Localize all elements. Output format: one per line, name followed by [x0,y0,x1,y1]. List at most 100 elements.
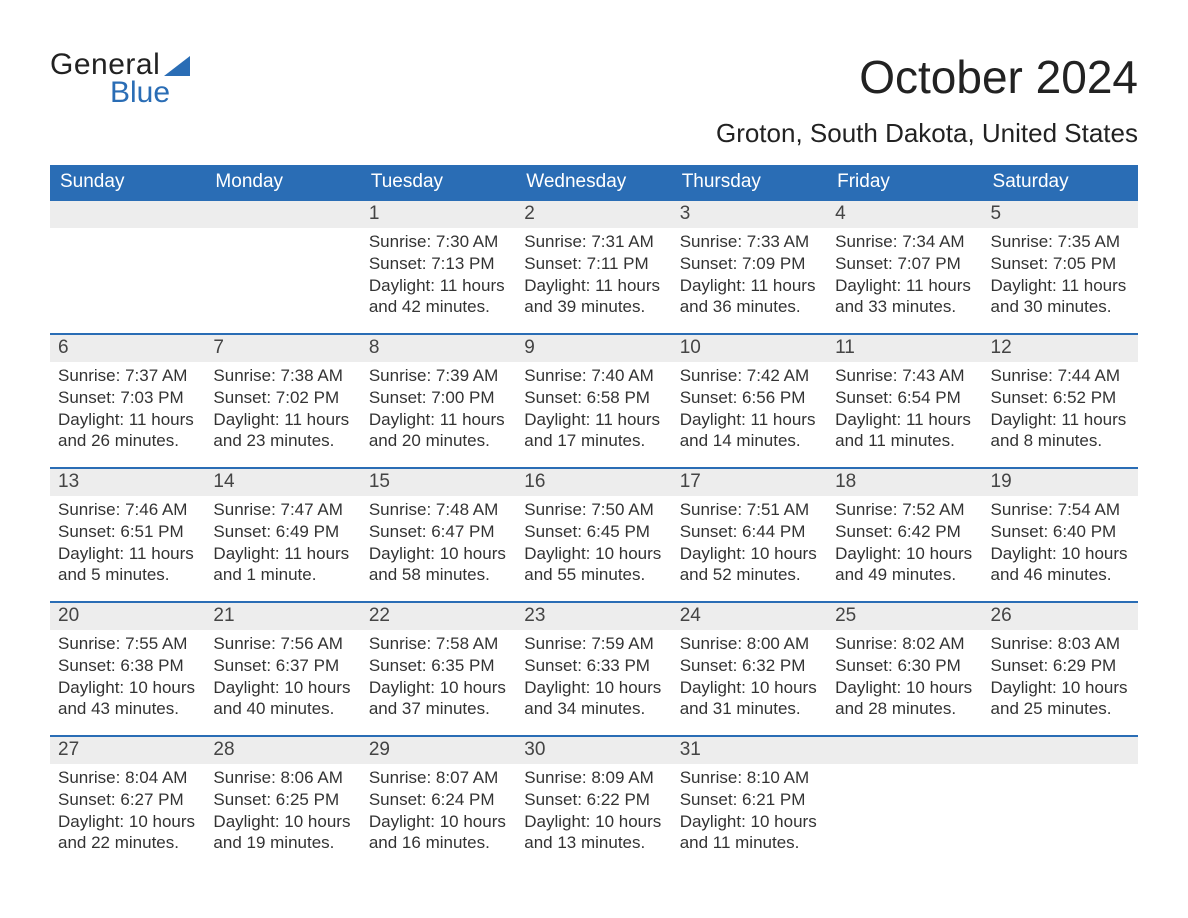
day-body: Sunrise: 7:40 AMSunset: 6:58 PMDaylight:… [516,362,671,456]
day-body: Sunrise: 7:52 AMSunset: 6:42 PMDaylight:… [827,496,982,590]
location-text: Groton, South Dakota, United States [716,118,1138,149]
day-number-bar: 20 [50,601,205,630]
sunset-line: Sunset: 6:21 PM [680,789,819,811]
day-number-bar: 7 [205,333,360,362]
sunset-line: Sunset: 6:33 PM [524,655,663,677]
day-number-bar: . [50,199,205,228]
sunset-line: Sunset: 7:00 PM [369,387,508,409]
sunset-line: Sunset: 6:58 PM [524,387,663,409]
sunrise-line: Sunrise: 7:34 AM [835,231,974,253]
day-body: Sunrise: 7:37 AMSunset: 7:03 PMDaylight:… [50,362,205,456]
daylight-line: Daylight: 11 hours and 33 minutes. [835,275,974,319]
calendar-day-cell: 16Sunrise: 7:50 AMSunset: 6:45 PMDayligh… [516,467,671,601]
sunset-line: Sunset: 6:44 PM [680,521,819,543]
day-body: Sunrise: 7:43 AMSunset: 6:54 PMDaylight:… [827,362,982,456]
weekday-header: Thursday [672,165,827,199]
brand-word2: Blue [110,78,170,108]
calendar-day-cell: 29Sunrise: 8:07 AMSunset: 6:24 PMDayligh… [361,735,516,869]
calendar-week-row: 20Sunrise: 7:55 AMSunset: 6:38 PMDayligh… [50,601,1138,735]
sunrise-line: Sunrise: 8:04 AM [58,767,197,789]
sunset-line: Sunset: 7:02 PM [213,387,352,409]
calendar-day-cell: 23Sunrise: 7:59 AMSunset: 6:33 PMDayligh… [516,601,671,735]
sunrise-line: Sunrise: 7:43 AM [835,365,974,387]
day-number-bar: 12 [983,333,1138,362]
sunrise-line: Sunrise: 7:59 AM [524,633,663,655]
daylight-line: Daylight: 11 hours and 11 minutes. [835,409,974,453]
sunset-line: Sunset: 6:38 PM [58,655,197,677]
day-body: Sunrise: 7:38 AMSunset: 7:02 PMDaylight:… [205,362,360,456]
calendar-day-cell: 2Sunrise: 7:31 AMSunset: 7:11 PMDaylight… [516,199,671,333]
day-body: Sunrise: 7:44 AMSunset: 6:52 PMDaylight:… [983,362,1138,456]
sunset-line: Sunset: 7:07 PM [835,253,974,275]
day-body: Sunrise: 7:47 AMSunset: 6:49 PMDaylight:… [205,496,360,590]
daylight-line: Daylight: 10 hours and 40 minutes. [213,677,352,721]
day-number-bar: 27 [50,735,205,764]
day-number-bar: 19 [983,467,1138,496]
day-body: Sunrise: 7:50 AMSunset: 6:45 PMDaylight:… [516,496,671,590]
header: General Blue October 2024 Groton, South … [50,50,1138,149]
weekday-header: Saturday [983,165,1138,199]
calendar-week-row: ..1Sunrise: 7:30 AMSunset: 7:13 PMDaylig… [50,199,1138,333]
sunset-line: Sunset: 6:40 PM [991,521,1130,543]
day-number-bar: 21 [205,601,360,630]
daylight-line: Daylight: 11 hours and 8 minutes. [991,409,1130,453]
day-body: Sunrise: 7:39 AMSunset: 7:00 PMDaylight:… [361,362,516,456]
calendar-day-cell: . [205,199,360,333]
daylight-line: Daylight: 10 hours and 22 minutes. [58,811,197,855]
sunset-line: Sunset: 6:42 PM [835,521,974,543]
calendar-day-cell: 15Sunrise: 7:48 AMSunset: 6:47 PMDayligh… [361,467,516,601]
day-body: Sunrise: 7:51 AMSunset: 6:44 PMDaylight:… [672,496,827,590]
day-number-bar: 13 [50,467,205,496]
day-body: Sunrise: 7:31 AMSunset: 7:11 PMDaylight:… [516,228,671,322]
sunset-line: Sunset: 6:30 PM [835,655,974,677]
calendar-day-cell: 19Sunrise: 7:54 AMSunset: 6:40 PMDayligh… [983,467,1138,601]
day-number-bar: 3 [672,199,827,228]
sunset-line: Sunset: 6:37 PM [213,655,352,677]
daylight-line: Daylight: 10 hours and 11 minutes. [680,811,819,855]
day-body: Sunrise: 8:03 AMSunset: 6:29 PMDaylight:… [983,630,1138,724]
weekday-header: Sunday [50,165,205,199]
day-number-bar: . [983,735,1138,764]
sunrise-line: Sunrise: 7:56 AM [213,633,352,655]
calendar-day-cell: 30Sunrise: 8:09 AMSunset: 6:22 PMDayligh… [516,735,671,869]
calendar-day-cell: 12Sunrise: 7:44 AMSunset: 6:52 PMDayligh… [983,333,1138,467]
sunset-line: Sunset: 6:45 PM [524,521,663,543]
weekday-header: Wednesday [516,165,671,199]
daylight-line: Daylight: 11 hours and 39 minutes. [524,275,663,319]
day-number-bar: 31 [672,735,827,764]
day-body: Sunrise: 7:48 AMSunset: 6:47 PMDaylight:… [361,496,516,590]
sunrise-line: Sunrise: 7:35 AM [991,231,1130,253]
daylight-line: Daylight: 10 hours and 52 minutes. [680,543,819,587]
daylight-line: Daylight: 10 hours and 49 minutes. [835,543,974,587]
calendar-day-cell: 8Sunrise: 7:39 AMSunset: 7:00 PMDaylight… [361,333,516,467]
sunrise-line: Sunrise: 8:07 AM [369,767,508,789]
daylight-line: Daylight: 11 hours and 42 minutes. [369,275,508,319]
sunrise-line: Sunrise: 7:31 AM [524,231,663,253]
weekday-header: Monday [205,165,360,199]
calendar-day-cell: 17Sunrise: 7:51 AMSunset: 6:44 PMDayligh… [672,467,827,601]
day-body: Sunrise: 7:35 AMSunset: 7:05 PMDaylight:… [983,228,1138,322]
sunrise-line: Sunrise: 8:00 AM [680,633,819,655]
daylight-line: Daylight: 10 hours and 43 minutes. [58,677,197,721]
sunrise-line: Sunrise: 7:30 AM [369,231,508,253]
sunset-line: Sunset: 6:22 PM [524,789,663,811]
day-body: Sunrise: 7:34 AMSunset: 7:07 PMDaylight:… [827,228,982,322]
sunset-line: Sunset: 7:03 PM [58,387,197,409]
day-body: Sunrise: 7:46 AMSunset: 6:51 PMDaylight:… [50,496,205,590]
daylight-line: Daylight: 10 hours and 25 minutes. [991,677,1130,721]
daylight-line: Daylight: 10 hours and 16 minutes. [369,811,508,855]
sunrise-line: Sunrise: 8:06 AM [213,767,352,789]
daylight-line: Daylight: 11 hours and 5 minutes. [58,543,197,587]
day-number-bar: 5 [983,199,1138,228]
calendar-day-cell: 11Sunrise: 7:43 AMSunset: 6:54 PMDayligh… [827,333,982,467]
calendar-day-cell: 25Sunrise: 8:02 AMSunset: 6:30 PMDayligh… [827,601,982,735]
sunrise-line: Sunrise: 7:55 AM [58,633,197,655]
calendar-day-cell: 27Sunrise: 8:04 AMSunset: 6:27 PMDayligh… [50,735,205,869]
weekday-header: Friday [827,165,982,199]
calendar-week-row: 6Sunrise: 7:37 AMSunset: 7:03 PMDaylight… [50,333,1138,467]
day-body: Sunrise: 7:56 AMSunset: 6:37 PMDaylight:… [205,630,360,724]
calendar-day-cell: 24Sunrise: 8:00 AMSunset: 6:32 PMDayligh… [672,601,827,735]
daylight-line: Daylight: 11 hours and 14 minutes. [680,409,819,453]
sunrise-line: Sunrise: 7:52 AM [835,499,974,521]
day-body: Sunrise: 8:07 AMSunset: 6:24 PMDaylight:… [361,764,516,858]
